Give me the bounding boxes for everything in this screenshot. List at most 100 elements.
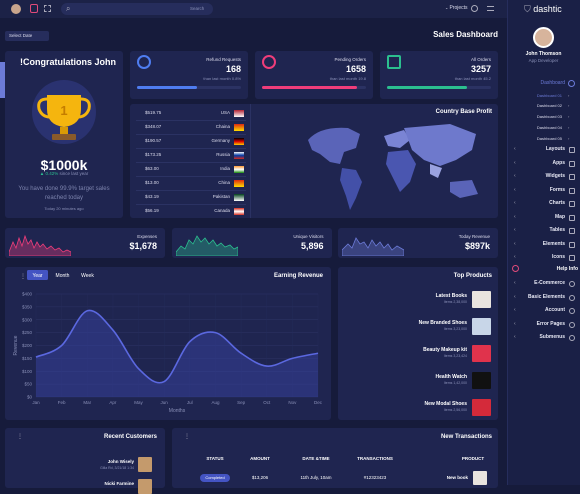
submenu-item[interactable]: Dashboard 05	[536, 136, 562, 141]
menu-icon	[569, 321, 575, 328]
tab-label: Week	[81, 273, 94, 279]
tab-label: Month	[56, 273, 70, 279]
menu-arrow: ‹	[514, 186, 516, 193]
x-axis-label: Months	[169, 408, 186, 414]
menu-item[interactable]: Widgets	[545, 173, 565, 179]
mini-label: Expenses	[137, 234, 157, 239]
icon[interactable]	[44, 5, 51, 12]
submenu-item[interactable]: Dashboard 03	[536, 114, 562, 119]
menu-arrow: ‹	[514, 227, 516, 233]
menu-arrow: ‹	[514, 240, 516, 247]
menu-icon[interactable]	[487, 6, 494, 11]
side-tab[interactable]	[0, 62, 7, 98]
projects-menu[interactable]: ⌄ Projects	[445, 5, 468, 11]
stat-icon	[387, 55, 401, 69]
row-divider	[136, 204, 246, 205]
menu-item[interactable]: Submenus	[539, 334, 565, 340]
x-tick-label: Nov	[288, 400, 297, 405]
menu-item[interactable]: Elements	[542, 240, 565, 247]
menu-item[interactable]: Icons	[551, 254, 565, 260]
menu-item[interactable]: Forms	[549, 186, 565, 193]
trophy: 1	[32, 80, 96, 144]
row-divider	[136, 120, 246, 121]
menu-item[interactable]: Account	[545, 307, 565, 313]
customer-name: Nicki Farmine	[104, 481, 134, 486]
chart-title: Earning Revenue	[274, 273, 324, 279]
menu-item[interactable]: Charts	[549, 200, 565, 206]
submenu-item[interactable]: Dashboard 02	[536, 103, 562, 108]
menu-arrow: ‹	[514, 173, 516, 179]
menu-dots[interactable]: ⋮	[20, 274, 26, 280]
x-tick-label: Feb	[58, 400, 66, 405]
product-label: New book	[446, 475, 468, 480]
menu-dots[interactable]: ⋮	[184, 434, 190, 440]
avatar[interactable]	[11, 4, 21, 14]
help-title[interactable]: Help Info	[556, 266, 578, 272]
customers-title: Recent Customers	[103, 434, 157, 440]
menu-icon	[569, 160, 575, 167]
brand[interactable]: ⛉ dashtic	[524, 4, 562, 14]
menu-item[interactable]: E-Commerce	[534, 280, 565, 286]
menu-item[interactable]: Error Pages	[536, 320, 565, 327]
table-header: DATE &TIME	[302, 456, 330, 461]
submenu-arrow: ›	[568, 114, 570, 119]
menu-item[interactable]: Basic Elements	[528, 293, 565, 300]
tab[interactable]	[27, 270, 48, 280]
submenu-item[interactable]: Dashboard 04	[536, 125, 562, 130]
congrats-time: Today 20 minutes ago	[44, 206, 84, 211]
table-cell: $13,206	[251, 475, 269, 480]
menu-item[interactable]: Map	[555, 213, 565, 220]
tab-label: Year	[32, 273, 42, 279]
menu-arrow: ‹	[514, 200, 516, 206]
row-divider	[136, 162, 246, 163]
mini-label: Unique Visitors	[293, 234, 324, 239]
icon[interactable]	[30, 4, 38, 13]
sparkline	[9, 234, 71, 256]
brand-text: dashtic	[533, 4, 562, 14]
progress-bar	[262, 86, 357, 89]
x-tick-label: May	[134, 400, 143, 405]
product-name[interactable]: Latest Books	[435, 293, 467, 299]
customer-name: John Wisely	[107, 459, 134, 464]
menu-item[interactable]: Apps	[552, 159, 566, 166]
country-amount: $56.19	[145, 208, 159, 213]
stat-label: Pending Orders	[334, 57, 366, 62]
flag	[234, 138, 244, 145]
search-box[interactable]	[61, 3, 213, 15]
congrats-amount: $1000k	[40, 157, 88, 173]
sparkline	[175, 235, 238, 256]
settings-icon[interactable]	[471, 5, 478, 12]
y-tick-label: $400	[22, 292, 33, 297]
submenu-item[interactable]: Dashboard 01	[536, 93, 562, 98]
product-name[interactable]: New Modal Shoes	[424, 401, 467, 407]
y-tick-label: $0	[27, 395, 33, 400]
product-items: Items 1,42,000	[443, 381, 467, 385]
product-image	[472, 318, 491, 335]
country-name: Canada	[214, 208, 230, 213]
x-tick-label: Jun	[161, 400, 169, 405]
product-name[interactable]: Health Watch	[435, 374, 467, 380]
menu-arrow: ‹	[514, 293, 516, 300]
menu-dots[interactable]: ⋮	[17, 434, 23, 440]
product-name[interactable]: New Branded Shoes	[418, 320, 467, 326]
menu-arrow: ‹	[514, 159, 516, 166]
country-name: India	[220, 166, 230, 171]
date-button[interactable]	[5, 31, 49, 41]
product-name[interactable]: Beauty Makeup kit	[423, 347, 467, 353]
menu-icon	[569, 187, 575, 194]
row-divider	[136, 190, 246, 191]
change-value: 0.42%	[45, 171, 59, 176]
profile-avatar[interactable]	[533, 27, 554, 48]
change-note: since last year	[59, 171, 89, 176]
customer-detail: Gilla Rd, 3/21/18 1:34	[100, 466, 134, 470]
menu-icon	[569, 335, 575, 341]
country-name: USA	[220, 110, 230, 115]
menu-title[interactable]: Dashboard	[540, 80, 565, 86]
y-axis-label: Revenue	[13, 335, 19, 355]
y-tick-label: $100	[22, 369, 33, 374]
menu-item[interactable]: Layouts	[545, 146, 565, 152]
product-image	[473, 471, 487, 485]
menu-icon	[569, 255, 575, 261]
menu-item[interactable]: Tables	[549, 227, 565, 233]
submenu-arrow: ›	[568, 93, 570, 98]
